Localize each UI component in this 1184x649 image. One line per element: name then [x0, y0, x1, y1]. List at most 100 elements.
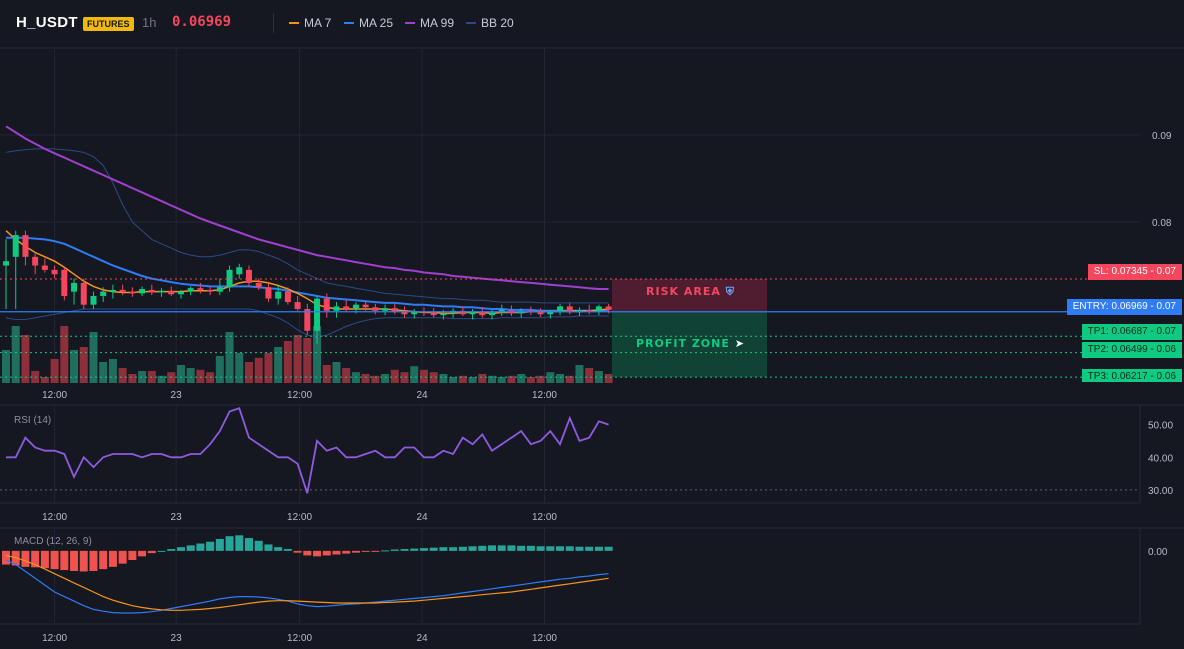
tp3-level-tag[interactable]: TP3: 0.06217 - 0.06	[1081, 369, 1182, 382]
macd-hist-bar	[225, 536, 234, 551]
time-axis-label: 23	[171, 512, 183, 523]
candle-body	[207, 289, 214, 292]
volume-bar	[128, 374, 137, 383]
macd-hist-bar	[40, 550, 49, 569]
candle-body	[284, 291, 291, 303]
volume-bar	[468, 377, 477, 383]
symbol-name[interactable]: H_USDT	[16, 14, 78, 31]
risk-area-label: RISK AREA ⛨	[646, 285, 735, 298]
bb-upper-line	[5, 148, 609, 304]
volume-bar	[585, 368, 594, 383]
volume-bar	[118, 368, 127, 383]
volume-bar	[361, 374, 370, 383]
volume-bar	[176, 365, 185, 383]
shield-icon: ⛨	[725, 285, 735, 298]
macd-hist-bar	[274, 547, 283, 551]
candle-body	[32, 256, 39, 266]
macd-hist-bar	[264, 544, 273, 551]
volume-bar	[138, 371, 147, 383]
profit-zone	[612, 311, 767, 378]
time-axis-label: 24	[416, 633, 428, 644]
macd-hist-bar	[157, 550, 166, 552]
time-axis-label: 24	[416, 512, 428, 523]
volume-bar	[429, 372, 438, 383]
ma99-swatch	[405, 22, 415, 24]
volume-bar	[215, 356, 224, 383]
candle-body	[401, 311, 408, 315]
macd-hist-bar	[526, 545, 535, 551]
macd-hist-bar	[313, 550, 322, 557]
candle-body	[236, 267, 243, 275]
candle-body	[226, 269, 233, 288]
macd-hist-bar	[167, 549, 176, 551]
volume-bar	[478, 374, 487, 383]
tp1-level-tag[interactable]: TP1: 0.06687 - 0.07	[1081, 324, 1182, 340]
candle-body	[100, 291, 107, 296]
timeframe-label[interactable]: 1h	[142, 15, 157, 30]
time-axis-label: 12:00	[532, 512, 557, 523]
volume-bar	[526, 377, 535, 383]
futures-badge: FUTURES	[83, 17, 134, 31]
candle-body	[537, 312, 544, 315]
tp2-level-tag[interactable]: TP2: 0.06499 - 0.06	[1081, 342, 1182, 358]
volume-bar	[235, 353, 244, 383]
macd-hist-bar	[79, 550, 88, 572]
legend-ma7[interactable]: MA 7	[289, 16, 331, 30]
volume-bar	[536, 375, 545, 383]
candle-body	[246, 269, 252, 283]
volume-bar	[342, 368, 351, 383]
candle-body	[352, 304, 359, 310]
candle-body	[343, 306, 350, 310]
sl-level-tag[interactable]: SL: 0.07345 - 0.07	[1087, 264, 1182, 280]
price-axis-label: 0.08	[1152, 218, 1172, 229]
ma25-swatch	[344, 22, 354, 24]
macd-hist-bar	[381, 550, 390, 552]
volume-bar	[186, 368, 195, 383]
volume-bar	[70, 350, 79, 383]
candle-body	[314, 298, 321, 331]
volume-bar	[488, 375, 496, 383]
macd-hist-bar	[118, 550, 127, 564]
candle-body	[41, 265, 48, 270]
macd-axis-label: 0.00	[1148, 547, 1168, 558]
time-axis-label: 12:00	[42, 390, 67, 401]
legend-ma99[interactable]: MA 99	[405, 16, 454, 30]
macd-hist-bar	[439, 547, 448, 551]
volume-bar	[400, 372, 409, 383]
volume-bar	[556, 374, 565, 383]
legend-ma25-label: MA 25	[359, 16, 394, 30]
legend-ma25[interactable]: MA 25	[344, 16, 393, 30]
macd-hist-bar	[565, 546, 574, 551]
volume-bar	[410, 366, 419, 383]
candle-body	[605, 306, 612, 310]
candle-body	[489, 312, 495, 316]
macd-hist-bar	[138, 550, 147, 557]
macd-hist-bar	[556, 546, 565, 551]
macd-hist-bar	[108, 550, 117, 567]
candle-body	[148, 289, 155, 293]
macd-hist-bar	[303, 550, 312, 556]
volume-bar	[517, 374, 526, 383]
volume-bar	[604, 374, 613, 383]
rocket-icon: ➤	[734, 337, 745, 350]
legend-bb20[interactable]: BB 20	[466, 16, 514, 30]
volume-bar	[274, 347, 283, 383]
macd-hist-bar	[390, 549, 399, 551]
macd-hist-bar	[147, 550, 156, 554]
macd-title: MACD (12, 26, 9)	[14, 536, 92, 547]
volume-bar	[196, 369, 205, 383]
volume-bar	[594, 371, 603, 383]
volume-bar	[381, 374, 390, 383]
macd-hist-bar	[89, 550, 98, 571]
volume-bar	[390, 369, 399, 383]
candle-body	[479, 311, 486, 316]
macd-hist-bar	[594, 546, 603, 551]
ma7-line	[5, 230, 609, 315]
time-axis-label: 12:00	[42, 633, 67, 644]
time-axis-label: 24	[416, 390, 428, 401]
time-axis-label: 12:00	[287, 633, 312, 644]
entry-level-tag[interactable]: ENTRY: 0.06969 - 0.07	[1066, 299, 1182, 315]
volume-bar	[60, 326, 69, 383]
volume-bar	[458, 375, 467, 383]
